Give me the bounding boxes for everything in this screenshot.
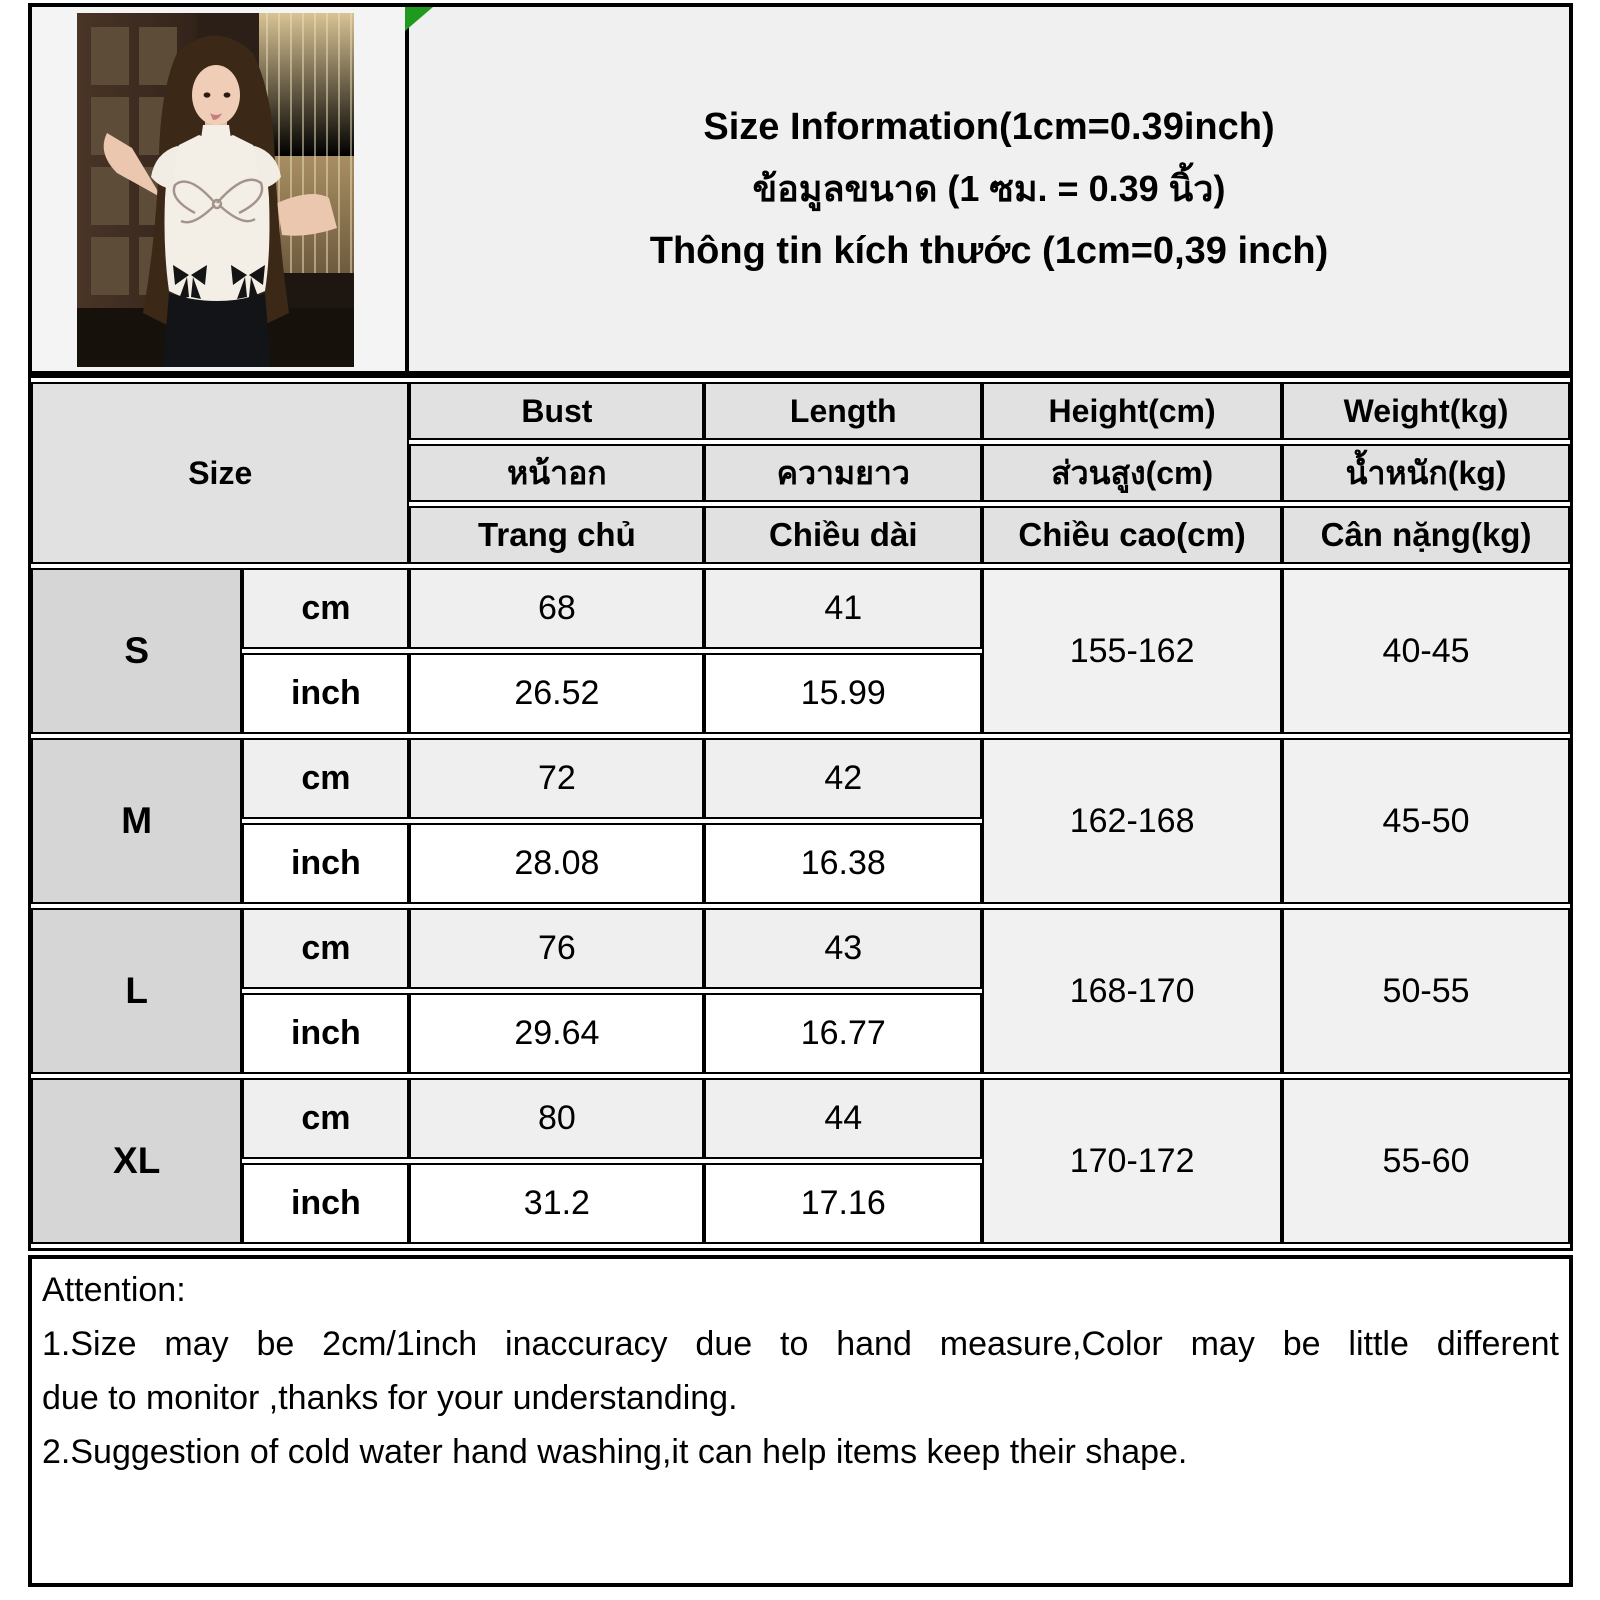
xl-bust-inch: 31.2 (409, 1163, 705, 1244)
header-bust-en: Bust (409, 382, 705, 440)
attention-note2: 2.Suggestion of cold water hand washing,… (42, 1433, 1188, 1471)
unit-cm: cm (242, 908, 410, 989)
header-height-en: Height(cm) (982, 382, 1283, 440)
s-height-range: 155-162 (982, 568, 1283, 734)
header-length-th: ความยาว (704, 444, 983, 502)
product-photo-pane (32, 7, 409, 371)
m-length-inch: 16.38 (704, 823, 983, 904)
s-weight-range: 40-45 (1282, 568, 1570, 734)
xl-weight-range: 55-60 (1282, 1078, 1570, 1244)
size-label-m: M (31, 738, 243, 904)
attention-notes-box: Attention: 1.Size may be 2cm/1inch inacc… (28, 1255, 1573, 1587)
s-bust-inch: 26.52 (409, 653, 705, 734)
header-bust-vi: Trang chủ (409, 506, 705, 564)
xl-length-inch: 17.16 (704, 1163, 983, 1244)
header-section: Size Information(1cm=0.39inch) ข้อมูลขนา… (28, 3, 1573, 375)
product-photo (77, 13, 354, 367)
m-bust-cm: 72 (409, 738, 705, 819)
size-chart-table: Size Bust Length Height(cm) Weight(kg) ห… (28, 375, 1573, 1251)
s-bust-cm: 68 (409, 568, 705, 649)
unit-inch: inch (242, 1163, 410, 1244)
header-weight-vi: Cân nặng(kg) (1282, 506, 1570, 564)
green-corner-flag-icon (405, 7, 433, 31)
size-corner-header: Size (31, 382, 410, 564)
row-l-cm: L cm 76 43 168-170 50-55 (31, 908, 1570, 1074)
header-bust-th: หน้าอก (409, 444, 705, 502)
unit-inch: inch (242, 653, 410, 734)
l-bust-inch: 29.64 (409, 993, 705, 1074)
s-length-cm: 41 (704, 568, 983, 649)
l-weight-range: 50-55 (1282, 908, 1570, 1074)
header-height-vi: Chiều cao(cm) (982, 506, 1283, 564)
row-m-cm: M cm 72 42 162-168 45-50 (31, 738, 1570, 904)
l-length-cm: 43 (704, 908, 983, 989)
header-height-th: ส่วนสูง(cm) (982, 444, 1283, 502)
row-s-cm: S cm 68 41 155-162 40-45 (31, 568, 1570, 734)
header-row-vietnamese: Trang chủ Chiều dài Chiều cao(cm) Cân nặ… (31, 506, 1570, 564)
unit-inch: inch (242, 823, 410, 904)
size-label-xl: XL (31, 1078, 243, 1244)
l-bust-cm: 76 (409, 908, 705, 989)
attention-heading: Attention: (42, 1271, 186, 1309)
xl-length-cm: 44 (704, 1078, 983, 1159)
title-english: Size Information(1cm=0.39inch) (703, 106, 1275, 148)
l-length-inch: 16.77 (704, 993, 983, 1074)
title-vietnamese: Thông tin kích thước (1cm=0,39 inch) (649, 230, 1329, 272)
row-m-inch: inch 28.08 16.38 (31, 823, 1570, 904)
xl-height-range: 170-172 (982, 1078, 1283, 1244)
unit-inch: inch (242, 993, 410, 1074)
m-bust-inch: 28.08 (409, 823, 705, 904)
product-photo-illustration (77, 13, 354, 367)
header-row-thai: หน้าอก ความยาว ส่วนสูง(cm) น้ำหนัก(kg) (31, 444, 1570, 502)
header-weight-th: น้ำหนัก(kg) (1282, 444, 1570, 502)
unit-cm: cm (242, 568, 410, 649)
row-xl-cm: XL cm 80 44 170-172 55-60 (31, 1078, 1570, 1244)
xl-bust-cm: 80 (409, 1078, 705, 1159)
row-s-inch: inch 26.52 15.99 (31, 653, 1570, 734)
s-length-inch: 15.99 (704, 653, 983, 734)
l-height-range: 168-170 (982, 908, 1283, 1074)
title-thai: ข้อมูลขนาด (1 ซม. = 0.39 นิ้ว) (752, 168, 1226, 209)
header-length-en: Length (704, 382, 983, 440)
row-xl-inch: inch 31.2 17.16 (31, 1163, 1570, 1244)
unit-cm: cm (242, 738, 410, 819)
header-weight-en: Weight(kg) (1282, 382, 1570, 440)
unit-cm: cm (242, 1078, 410, 1159)
size-label-l: L (31, 908, 243, 1074)
size-info-title-block: Size Information(1cm=0.39inch) ข้อมูลขนา… (409, 7, 1569, 371)
m-weight-range: 45-50 (1282, 738, 1570, 904)
header-row-english: Size Bust Length Height(cm) Weight(kg) (31, 382, 1570, 564)
size-label-s: S (31, 568, 243, 734)
m-height-range: 162-168 (982, 738, 1283, 904)
attention-note1-line2: due to monitor ,thanks for your understa… (42, 1379, 738, 1417)
attention-note1-line1: 1.Size may be 2cm/1inch inaccuracy due t… (42, 1325, 1559, 1363)
header-length-vi: Chiều dài (704, 506, 983, 564)
row-l-inch: inch 29.64 16.77 (31, 993, 1570, 1074)
m-length-cm: 42 (704, 738, 983, 819)
